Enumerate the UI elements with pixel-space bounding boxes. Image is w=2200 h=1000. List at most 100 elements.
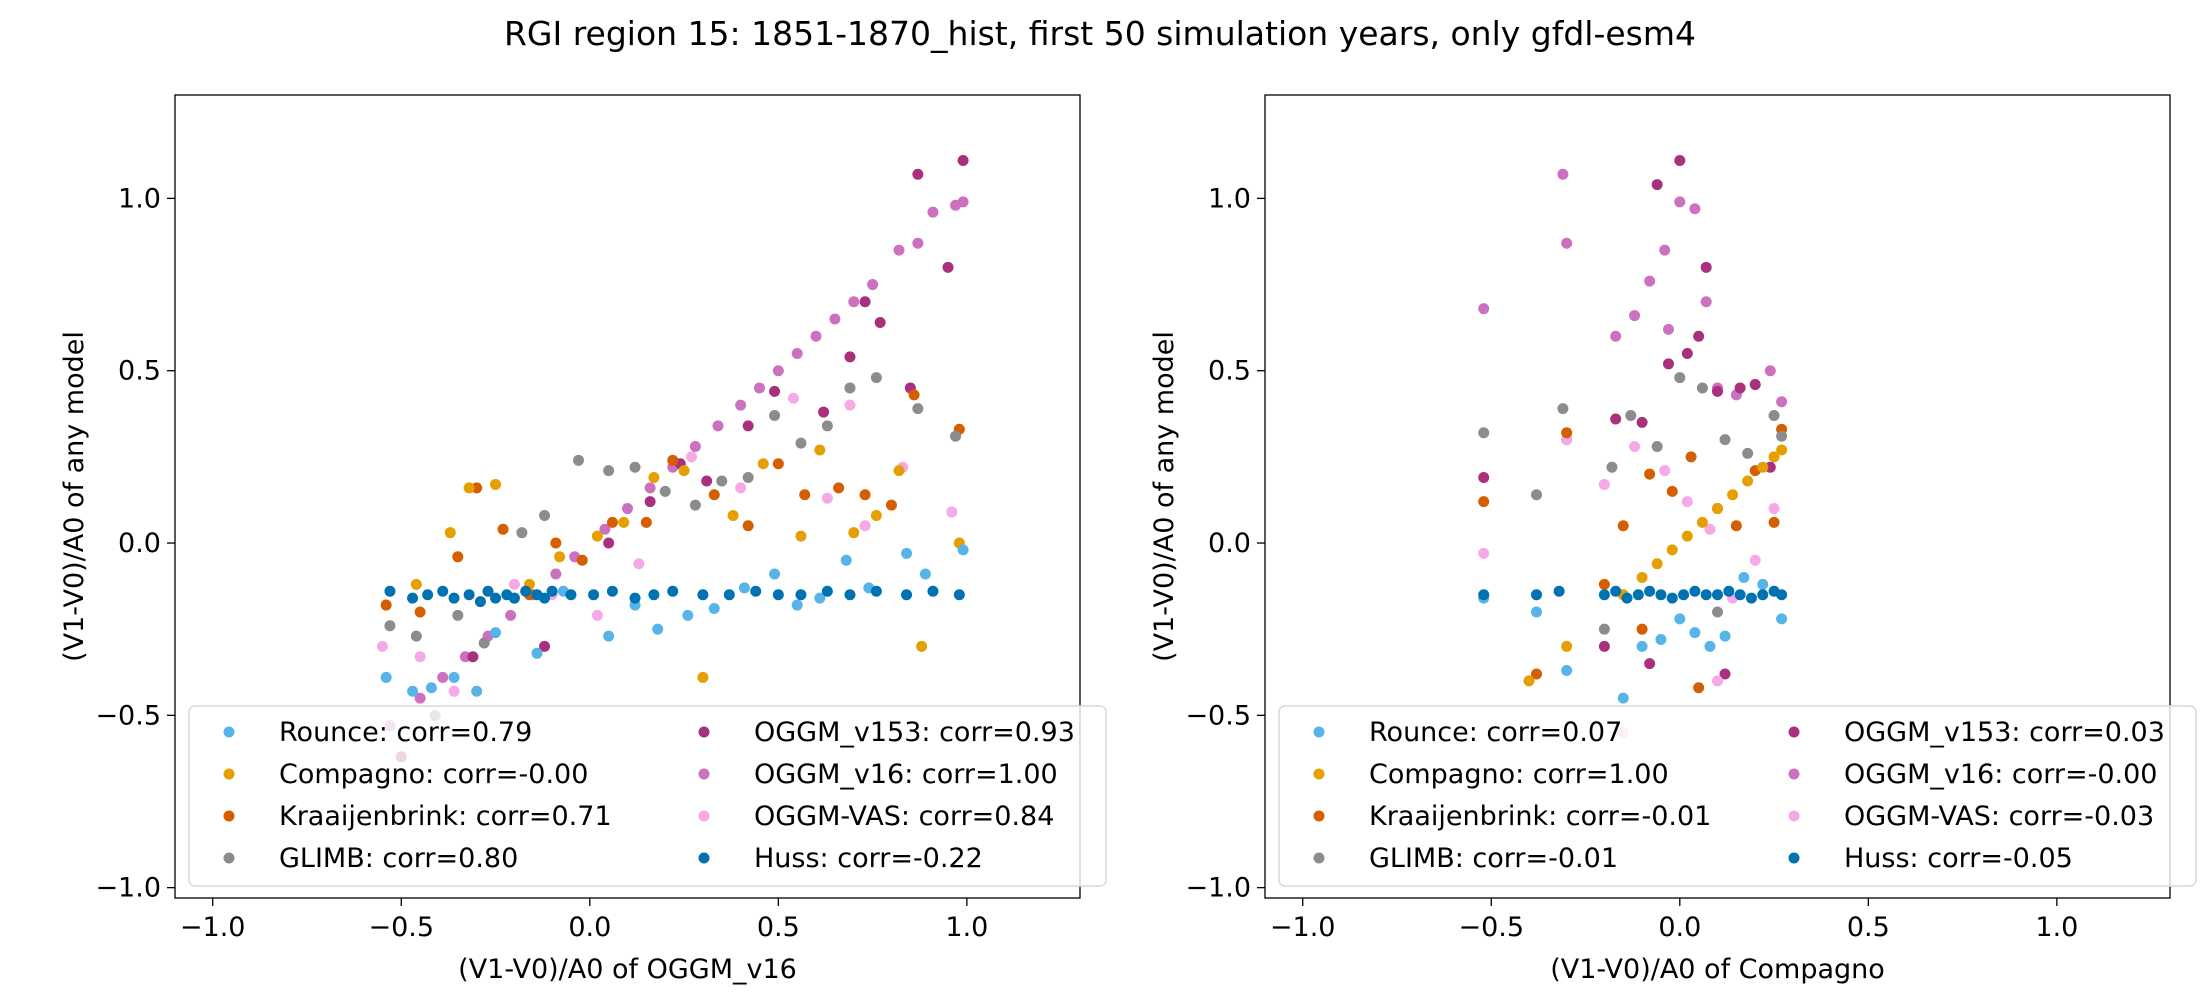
data-point xyxy=(1478,472,1490,484)
data-point xyxy=(791,599,803,611)
series-oggm-v153 xyxy=(1478,154,1776,680)
data-point xyxy=(742,420,754,432)
data-point xyxy=(1768,410,1780,422)
data-point xyxy=(957,544,969,556)
data-point xyxy=(572,454,584,466)
data-point xyxy=(1598,578,1610,590)
x-tick-label: 0.5 xyxy=(757,912,800,943)
series-compagno xyxy=(1523,444,1788,687)
data-point xyxy=(1727,489,1739,501)
series-huss xyxy=(384,585,965,608)
series-oggm-vas xyxy=(376,392,958,697)
data-point xyxy=(1644,585,1656,597)
data-point xyxy=(787,392,799,404)
data-point xyxy=(957,154,969,166)
data-point xyxy=(912,168,924,180)
data-point xyxy=(376,640,388,652)
data-point xyxy=(818,406,830,418)
data-point xyxy=(629,461,641,473)
data-point xyxy=(950,430,962,442)
data-point xyxy=(622,503,633,515)
data-point xyxy=(708,489,720,501)
data-point xyxy=(927,585,939,597)
data-point xyxy=(716,475,728,487)
data-point xyxy=(539,640,551,652)
data-point xyxy=(478,637,490,649)
data-point xyxy=(1557,168,1569,180)
data-point xyxy=(814,592,826,604)
data-point xyxy=(1651,179,1663,191)
data-point xyxy=(1749,554,1761,566)
data-point xyxy=(1561,427,1573,439)
legend: Rounce: corr=0.79 Compagno: corr=-0.00 Kra… xyxy=(188,705,1107,887)
data-point xyxy=(701,475,713,487)
data-point xyxy=(1764,365,1776,377)
legend-entry: OGGM_v16: corr=-0.00 xyxy=(1844,759,2157,790)
data-point xyxy=(644,482,656,494)
data-point xyxy=(848,296,860,308)
data-point xyxy=(425,682,437,694)
legend-entry: GLIMB: corr=0.80 xyxy=(279,843,518,874)
data-point xyxy=(414,692,426,704)
data-point xyxy=(505,609,517,621)
legend-marker xyxy=(223,810,235,822)
data-point xyxy=(942,261,954,273)
data-point xyxy=(618,516,630,528)
data-point xyxy=(735,482,747,494)
data-point xyxy=(1768,451,1780,463)
data-point xyxy=(380,671,392,683)
y-tick-label: 1.0 xyxy=(1208,183,1251,214)
data-point xyxy=(859,489,871,501)
data-point xyxy=(1666,592,1678,604)
data-point xyxy=(1531,589,1542,601)
legend-entry: Compagno: corr=1.00 xyxy=(1369,759,1669,790)
data-point xyxy=(410,578,422,590)
data-point xyxy=(795,437,807,449)
data-point xyxy=(1561,237,1573,249)
data-point xyxy=(1757,461,1769,473)
data-point xyxy=(1636,571,1648,583)
data-point xyxy=(490,627,502,639)
data-point xyxy=(870,509,882,521)
legend-entry: Rounce: corr=0.07 xyxy=(1369,717,1622,748)
data-point xyxy=(1674,613,1686,625)
legend-marker xyxy=(698,852,710,864)
data-point xyxy=(738,582,750,594)
data-point xyxy=(829,313,841,325)
series-oggm-v153 xyxy=(395,154,969,763)
data-point xyxy=(833,482,845,494)
data-point xyxy=(901,589,913,601)
legend-entry: Kraaijenbrink: corr=0.71 xyxy=(279,801,612,832)
data-point xyxy=(916,640,928,652)
data-point xyxy=(874,316,886,328)
data-point xyxy=(463,482,475,494)
legend-box xyxy=(188,705,1107,887)
data-point xyxy=(1629,441,1641,453)
data-point xyxy=(1723,585,1735,597)
data-point xyxy=(844,399,856,411)
data-point xyxy=(1666,544,1678,556)
data-point xyxy=(1553,585,1565,597)
data-point xyxy=(840,554,852,566)
data-point xyxy=(750,585,762,597)
data-point xyxy=(1776,444,1788,456)
data-point xyxy=(769,568,781,580)
data-point xyxy=(753,382,765,394)
y-tick-label: 0.5 xyxy=(1208,356,1251,387)
legend-marker xyxy=(698,726,710,738)
data-point xyxy=(1644,468,1656,480)
data-point xyxy=(1712,606,1723,618)
data-point xyxy=(1689,585,1701,597)
data-point xyxy=(1776,613,1788,625)
data-point xyxy=(772,365,784,377)
data-point xyxy=(821,585,833,597)
data-point xyxy=(1712,675,1723,687)
data-point xyxy=(769,410,781,422)
data-point xyxy=(727,509,739,521)
legend-entry: Rounce: corr=0.79 xyxy=(279,717,532,748)
legend-entry: OGGM-VAS: corr=0.84 xyxy=(754,801,1054,832)
data-point xyxy=(1734,589,1746,601)
legend-marker xyxy=(1313,810,1325,822)
y-tick-label: −1.0 xyxy=(95,873,161,904)
